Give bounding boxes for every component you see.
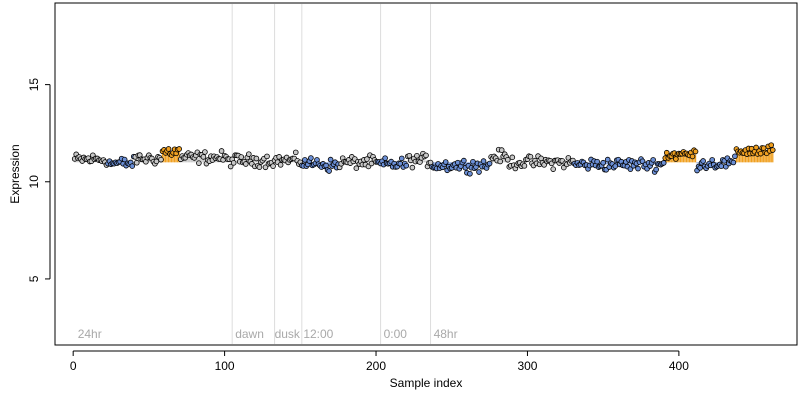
- data-point: [692, 148, 699, 155]
- data-point: [270, 163, 276, 169]
- data-point: [353, 165, 360, 172]
- data-point: [326, 168, 332, 174]
- region-label: dusk: [275, 327, 301, 341]
- data-point: [327, 156, 334, 163]
- data-point: [660, 160, 667, 166]
- data-point: [527, 153, 534, 160]
- x-axis: 0 100 200 300 400: [70, 350, 689, 373]
- data-point: [165, 146, 172, 152]
- data-point: [442, 159, 449, 165]
- data-point: [700, 158, 706, 164]
- region-label: dawn: [235, 327, 264, 341]
- data-point: [238, 154, 245, 160]
- data-point: [600, 159, 606, 166]
- y-tick-label: 15: [27, 78, 41, 92]
- data-point: [498, 147, 505, 153]
- data-point: [406, 152, 413, 159]
- data-point: [158, 156, 164, 163]
- data-point: [521, 163, 528, 169]
- data-point: [509, 154, 516, 161]
- data-point: [470, 158, 476, 165]
- data-point: [689, 153, 696, 160]
- data-point: [697, 165, 703, 171]
- data-point: [246, 151, 252, 157]
- region-label: 48hr: [434, 327, 458, 341]
- data-point: [650, 157, 656, 163]
- data-point: [673, 156, 679, 162]
- data-point: [757, 150, 764, 157]
- data-point: [121, 156, 128, 163]
- data-point: [414, 152, 420, 159]
- data-point: [262, 164, 269, 171]
- data-point: [423, 152, 429, 159]
- data-point: [292, 149, 299, 156]
- x-tick-label: 200: [366, 359, 386, 373]
- data-point: [202, 149, 208, 155]
- data-point: [541, 162, 547, 168]
- data-point: [196, 160, 202, 166]
- data-point: [604, 156, 611, 163]
- x-axis-title: Sample index: [390, 376, 463, 390]
- data-point: [264, 153, 270, 160]
- data-point: [550, 166, 556, 172]
- data-point: [409, 164, 416, 171]
- data-point: [635, 165, 641, 172]
- data-point: [612, 163, 619, 169]
- data-point: [732, 153, 738, 160]
- region-labels: 24hr dawn dusk 12:00 0:00 48hr: [78, 327, 458, 341]
- data-point: [382, 155, 388, 161]
- y-tick-label: 5: [27, 275, 41, 282]
- data-point: [230, 160, 237, 166]
- data-point: [709, 157, 715, 163]
- y-axis-title: Expression: [8, 144, 22, 203]
- plot-frame: [54, 2, 798, 346]
- region-label: 12:00: [303, 327, 333, 341]
- data-point: [627, 166, 634, 172]
- data-point: [256, 164, 263, 170]
- data-point: [253, 155, 260, 162]
- data-point: [176, 146, 182, 152]
- data-point: [504, 156, 511, 163]
- x-tick-label: 300: [517, 359, 537, 373]
- data-point: [243, 161, 249, 167]
- data-points: [71, 142, 776, 177]
- data-point: [653, 166, 659, 173]
- data-point: [753, 144, 759, 151]
- data-point: [277, 162, 284, 168]
- region-label: 24hr: [78, 327, 102, 341]
- data-point: [730, 159, 737, 166]
- data-point: [364, 156, 370, 162]
- x-tick-label: 400: [669, 359, 689, 373]
- data-point: [133, 159, 140, 166]
- region-label: 0:00: [384, 327, 408, 341]
- data-point: [718, 163, 725, 169]
- x-tick-label: 0: [70, 359, 77, 373]
- y-axis: 5 10 15: [27, 78, 51, 282]
- data-point: [218, 148, 225, 154]
- data-point: [538, 155, 544, 162]
- data-point: [227, 163, 234, 170]
- data-point: [486, 160, 493, 167]
- data-point: [480, 158, 487, 164]
- data-point: [467, 170, 473, 177]
- x-tick-label: 100: [215, 359, 235, 373]
- data-point: [308, 155, 314, 161]
- data-point: [594, 158, 600, 165]
- data-point: [403, 162, 410, 169]
- data-point: [497, 158, 504, 165]
- data-point: [769, 147, 776, 153]
- data-point: [461, 157, 467, 164]
- data-point: [768, 142, 775, 148]
- data-point: [129, 163, 136, 169]
- data-point: [200, 154, 207, 160]
- region-boundary-lines: [231, 4, 432, 344]
- data-point: [302, 157, 308, 163]
- y-tick-label: 10: [27, 175, 41, 189]
- data-point: [398, 155, 405, 162]
- data-point: [476, 169, 482, 175]
